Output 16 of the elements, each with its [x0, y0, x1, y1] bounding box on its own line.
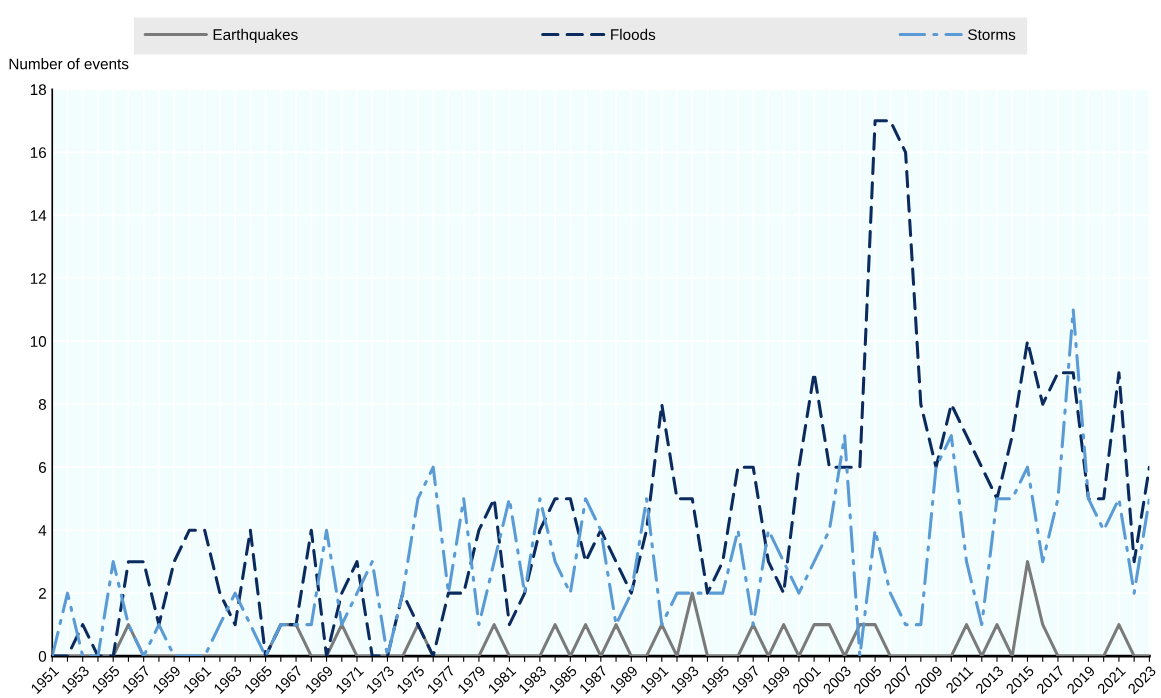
y-tick-label: 12: [30, 273, 46, 284]
y-tick-label: 8: [38, 399, 47, 410]
y-tick-label: 6: [38, 462, 47, 473]
y-axis-title: Number of events: [9, 58, 129, 70]
y-tick-label: 0: [38, 650, 47, 662]
y-tick-label: 14: [30, 210, 47, 221]
y-tick-label: 10: [30, 336, 47, 347]
legend-label: Floods: [611, 28, 656, 41]
y-tick-label: 4: [38, 525, 47, 536]
line-series: [52, 119, 1150, 657]
y-tick-label: 2: [38, 588, 46, 599]
legend-label: Storms: [968, 29, 1016, 41]
line-series: [52, 308, 1150, 657]
y-tick-label: 18: [30, 84, 47, 96]
y-tick-label: 16: [30, 147, 47, 159]
legend-label: Earthquakes: [213, 28, 298, 44]
